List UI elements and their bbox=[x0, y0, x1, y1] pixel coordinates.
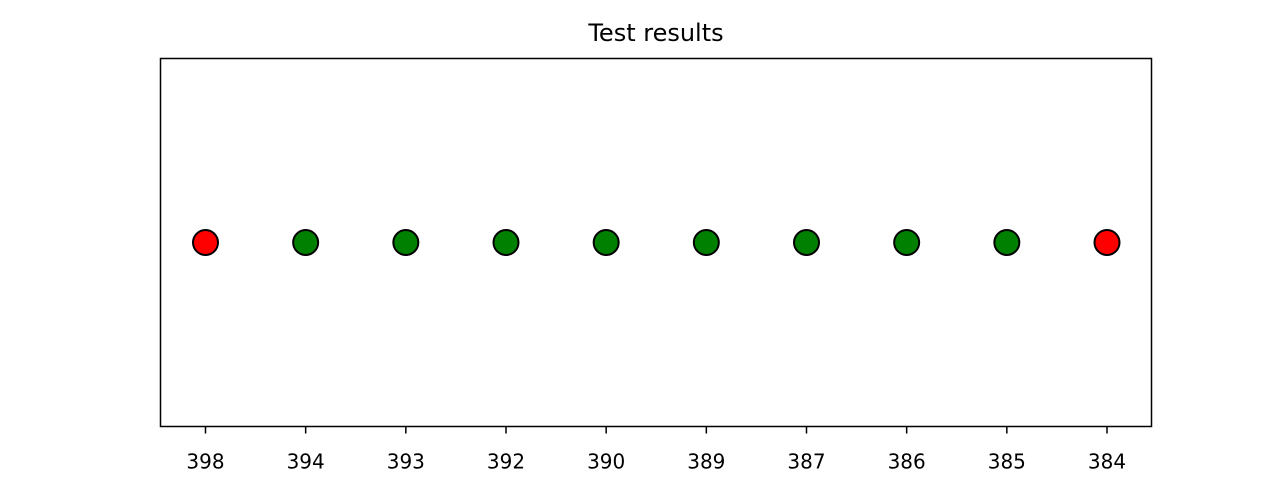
data-point-pass bbox=[692, 229, 720, 256]
plot-area bbox=[159, 57, 1153, 428]
x-tick-label: 386 bbox=[888, 450, 926, 474]
data-point-pass bbox=[392, 229, 420, 256]
data-point-pass bbox=[592, 229, 620, 256]
data-point-pass bbox=[893, 229, 921, 256]
x-tick-label: 392 bbox=[487, 450, 525, 474]
data-point-pass bbox=[492, 229, 520, 256]
x-tick-label: 390 bbox=[587, 450, 625, 474]
x-tick-label: 384 bbox=[1088, 450, 1126, 474]
chart-title: Test results bbox=[587, 19, 723, 47]
data-point-pass bbox=[993, 229, 1021, 256]
data-point-fail bbox=[192, 229, 219, 256]
data-point-pass bbox=[793, 229, 820, 256]
x-tick-label: 394 bbox=[287, 450, 325, 474]
x-tick-label: 389 bbox=[687, 450, 725, 474]
x-tick-label: 393 bbox=[387, 450, 425, 474]
data-points bbox=[192, 229, 1121, 256]
x-tick-label: 385 bbox=[988, 450, 1026, 474]
x-tick-label: 398 bbox=[186, 450, 224, 474]
x-axis-ticks: 398 394 393 392 390 389 387 386 385 384 bbox=[186, 426, 1126, 474]
data-point-fail bbox=[1093, 229, 1121, 256]
x-tick-label: 387 bbox=[787, 450, 825, 474]
data-point-pass bbox=[292, 229, 320, 256]
